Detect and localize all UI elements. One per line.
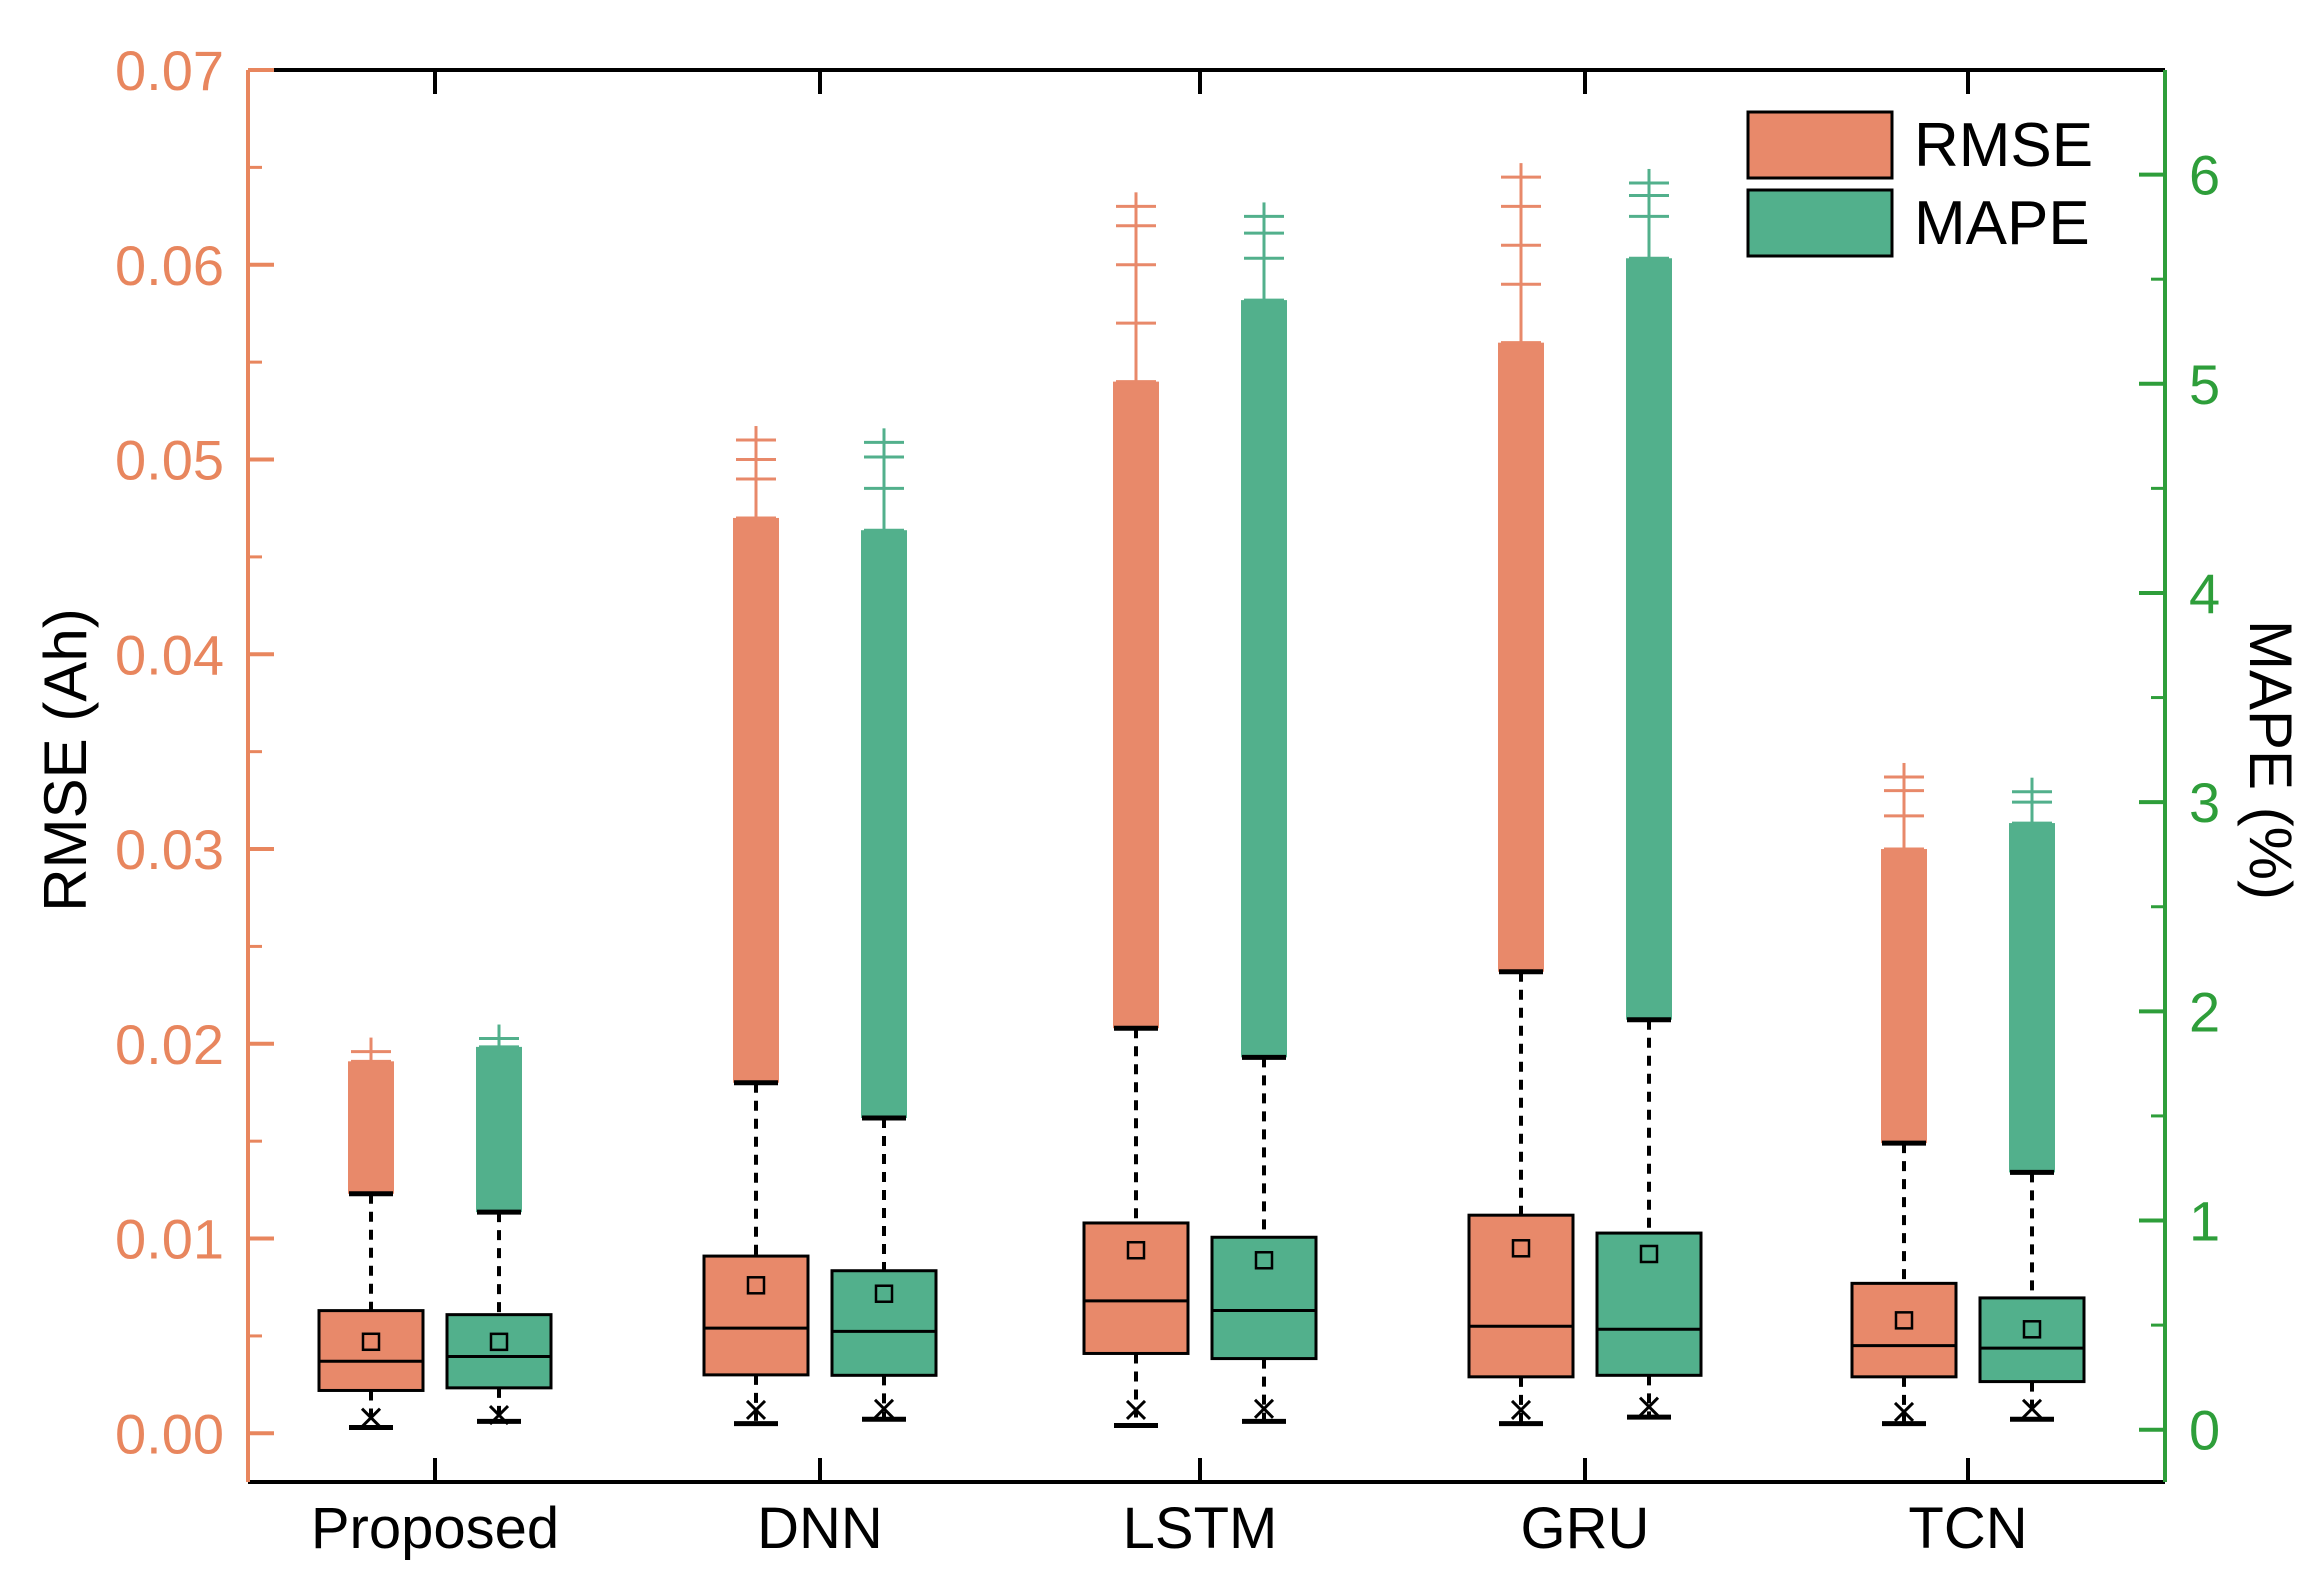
legend: RMSE MAPE [1746,110,2093,258]
category-label: TCN [1908,1496,2027,1561]
iqr-box-mape-gru [1595,1231,1703,1377]
category-label: LSTM [1123,1496,1278,1561]
legend-swatch-rmse [1746,110,1894,180]
mean-marker-mape-tcn [2022,1320,2042,1339]
min-x-marker-rmse-lstm [1125,1399,1147,1420]
min-x-marker-rmse-tcn [1893,1401,1915,1422]
left-tick-label: 0.06 [115,234,224,297]
category-label: DNN [757,1496,883,1561]
mean-marker-mape-lstm [1254,1251,1274,1270]
box-mape-lstm [1210,202,1318,1424]
right-tick-label: 0 [2189,1399,2220,1462]
left-tick-label: 0.01 [115,1208,224,1271]
mean-marker-rmse-proposed [361,1332,381,1352]
mean-marker-mape-gru [1639,1244,1659,1264]
right-tick-label: 1 [2189,1190,2220,1253]
mean-marker-rmse-gru [1511,1239,1531,1258]
box-rmse-gru [1467,163,1575,1427]
box-rmse-dnn [702,426,810,1427]
left-tick-label: 0.03 [115,818,224,881]
min-x-marker-mape-gru [1638,1396,1660,1417]
iqr-box-mape-lstm [1210,1235,1318,1361]
category-label: Proposed [311,1496,559,1561]
iqr-box-rmse-dnn [702,1254,810,1377]
min-x-marker-rmse-dnn [745,1399,767,1420]
min-x-marker-mape-proposed [488,1405,510,1426]
left-tick-label: 0.00 [115,1402,224,1465]
legend-swatch-mape [1746,188,1894,258]
iqr-box-mape-proposed [445,1313,553,1390]
left-tick-label: 0.04 [115,623,224,686]
box-mape-tcn [1978,777,2086,1422]
right-tick-label: 2 [2189,980,2220,1043]
min-x-marker-mape-dnn [873,1398,895,1419]
right-tick-label: 3 [2189,771,2220,834]
plot-content [317,163,2086,1430]
left-tick-label: 0.02 [115,1013,224,1076]
axes-layer: 0.00 0.01 0.02 0.03 0.04 0.05 0.06 0.07 0 1 2 3 4 5 6 P… [115,39,2220,1561]
iqr-box-rmse-lstm [1082,1221,1190,1355]
category-label: GRU [1521,1496,1650,1561]
left-tick-label: 0.07 [115,39,224,102]
box-mape-dnn [830,428,938,1422]
right-axis-title: MAPE (%) [2237,620,2304,900]
right-tick-label: 4 [2189,562,2220,625]
left-axis-title: RMSE (Ah) [32,608,99,911]
left-tick-label: 0.05 [115,429,224,492]
right-tick-label: 6 [2189,144,2220,207]
box-mape-proposed [445,1024,553,1426]
mean-marker-mape-proposed [489,1332,509,1352]
min-x-marker-mape-lstm [1253,1398,1275,1419]
min-x-marker-rmse-gru [1510,1399,1532,1420]
right-tick-label: 5 [2189,353,2220,416]
mean-marker-rmse-tcn [1894,1311,1914,1330]
mean-marker-rmse-lstm [1126,1240,1146,1260]
iqr-box-mape-tcn [1978,1296,2086,1384]
iqr-box-mape-dnn [830,1269,938,1377]
legend-label-mape: MAPE [1914,189,2090,258]
legend-label-rmse: RMSE [1914,111,2093,180]
mean-marker-rmse-dnn [746,1276,766,1295]
min-x-marker-rmse-proposed [360,1407,382,1428]
min-x-marker-mape-tcn [2021,1398,2043,1419]
box-rmse-tcn [1850,762,1958,1427]
mean-marker-mape-dnn [874,1284,894,1303]
box-rmse-proposed [317,1037,425,1430]
box-rmse-lstm [1082,192,1190,1429]
box-mape-gru [1595,168,1703,1420]
iqr-box-rmse-tcn [1850,1281,1958,1379]
iqr-box-rmse-gru [1467,1213,1575,1379]
